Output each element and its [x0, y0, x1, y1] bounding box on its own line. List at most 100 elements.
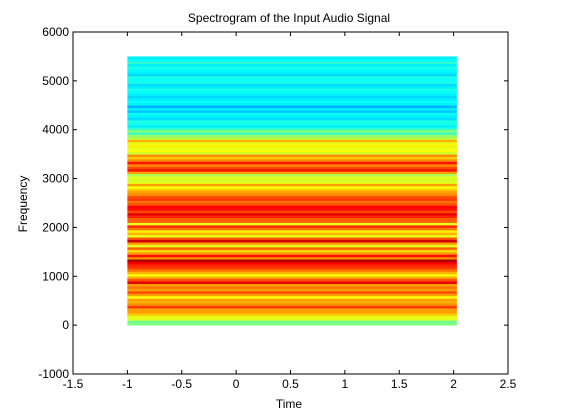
spectrogram-band	[127, 132, 457, 135]
spectrogram-band	[127, 317, 457, 321]
spectrogram-band	[127, 156, 457, 160]
spectrogram-band	[127, 112, 457, 116]
spectrogram-band	[127, 95, 457, 99]
spectrogram-band	[127, 190, 457, 194]
spectrogram-image	[127, 56, 457, 326]
spectrogram-band	[127, 159, 457, 162]
spectrogram-band	[127, 220, 457, 223]
spectrogram-band	[127, 144, 457, 148]
spectrogram-band	[127, 217, 457, 221]
spectrogram-band	[127, 283, 457, 287]
spectrogram-band	[127, 166, 457, 170]
spectrogram-band	[127, 205, 457, 209]
spectrogram-band	[127, 73, 457, 77]
spectrogram-band	[127, 293, 457, 297]
spectrogram-band	[127, 281, 457, 285]
spectrogram-band	[127, 308, 457, 311]
spectrogram-band	[127, 227, 457, 231]
spectrogram-band	[127, 185, 457, 189]
spectrogram-band	[127, 100, 457, 104]
spectrogram-band	[127, 146, 457, 150]
spectrogram-band	[127, 320, 457, 324]
spectrogram-band	[127, 259, 457, 263]
spectrogram-band	[127, 149, 457, 153]
spectrogram-band	[127, 222, 457, 226]
spectrogram-band	[127, 193, 457, 197]
y-axis-label: Frequency	[16, 176, 30, 233]
spectrogram-band	[127, 105, 457, 109]
spectrogram-band	[127, 183, 457, 187]
spectrogram-band	[127, 168, 457, 172]
spectrogram-band	[127, 171, 457, 175]
x-axis: -1.5 -1 -0.5 0 0.5 1 1.5 2 2.5	[63, 32, 517, 391]
y-tick-label: 0	[62, 318, 69, 332]
spectrogram-band	[127, 310, 457, 314]
spectrogram-band	[127, 234, 457, 238]
spectrogram-band	[127, 127, 457, 131]
spectrogram-band	[127, 288, 457, 292]
spectrogram-band	[127, 75, 457, 79]
spectrogram-band	[127, 203, 457, 206]
spectrogram-band	[127, 244, 457, 248]
spectrogram-band	[127, 315, 457, 319]
x-tick-label: 0.5	[282, 377, 299, 391]
spectrogram-band	[127, 273, 457, 277]
x-tick-label: 0	[233, 377, 240, 391]
y-tick-label: 3000	[42, 172, 69, 186]
spectrogram-band	[127, 119, 457, 123]
spectrogram-band	[127, 237, 457, 241]
spectrogram-band	[127, 124, 457, 128]
spectrogram-band	[127, 242, 457, 245]
spectrogram-band	[127, 224, 457, 228]
spectrogram-band	[127, 68, 457, 72]
spectrogram-band	[127, 188, 457, 192]
spectrogram-band	[127, 88, 457, 92]
spectrogram-band	[127, 229, 457, 233]
spectrogram-band	[127, 61, 457, 65]
spectrogram-band	[127, 278, 457, 282]
spectrogram-band	[127, 141, 457, 145]
spectrogram-band	[127, 295, 457, 299]
spectrogram-band	[127, 110, 457, 114]
spectrogram-band	[127, 137, 457, 140]
spectrogram-band	[127, 268, 457, 272]
spectrogram-band	[127, 78, 457, 82]
y-tick-label: -1000	[38, 367, 69, 381]
y-axis: -1000 0 1000 2000 3000 4000 5000 6000	[38, 25, 508, 381]
spectrogram-band	[127, 85, 457, 89]
spectrogram-band	[127, 215, 457, 219]
spectrogram-band	[127, 58, 457, 62]
spectrogram-band	[127, 303, 457, 306]
spectrogram-band	[127, 134, 457, 138]
spectrogram-band	[127, 56, 457, 60]
spectrogram-band	[127, 286, 457, 289]
spectrogram-band	[127, 264, 457, 267]
spectrogram-band	[127, 139, 457, 143]
spectrogram-band	[127, 115, 457, 118]
spectrogram-band	[127, 276, 457, 280]
spectrogram-band	[127, 298, 457, 302]
spectrogram-band	[127, 198, 457, 201]
spectrogram-band	[127, 305, 457, 309]
y-tick-label: 4000	[42, 123, 69, 137]
spectrogram-band	[127, 83, 457, 87]
spectrogram-band	[127, 151, 457, 155]
chart-title: Spectrogram of the Input Audio Signal	[188, 11, 390, 25]
spectrogram-band	[127, 300, 457, 304]
spectrogram-band	[127, 181, 457, 184]
spectrogram-band	[127, 210, 457, 214]
y-tick-label: 5000	[42, 74, 69, 88]
y-tick-label: 6000	[42, 25, 69, 39]
spectrogram-band	[127, 207, 457, 211]
spectrogram-band	[127, 322, 457, 326]
spectrogram-band	[127, 239, 457, 243]
spectrogram-band	[127, 271, 457, 275]
spectrogram-band	[127, 90, 457, 94]
spectrogram-band	[127, 80, 457, 84]
spectrogram-band	[127, 63, 457, 67]
spectrogram-band	[127, 129, 457, 133]
spectrogram-band	[127, 178, 457, 182]
spectrogram-band	[127, 200, 457, 204]
spectrogram-band	[127, 154, 457, 157]
